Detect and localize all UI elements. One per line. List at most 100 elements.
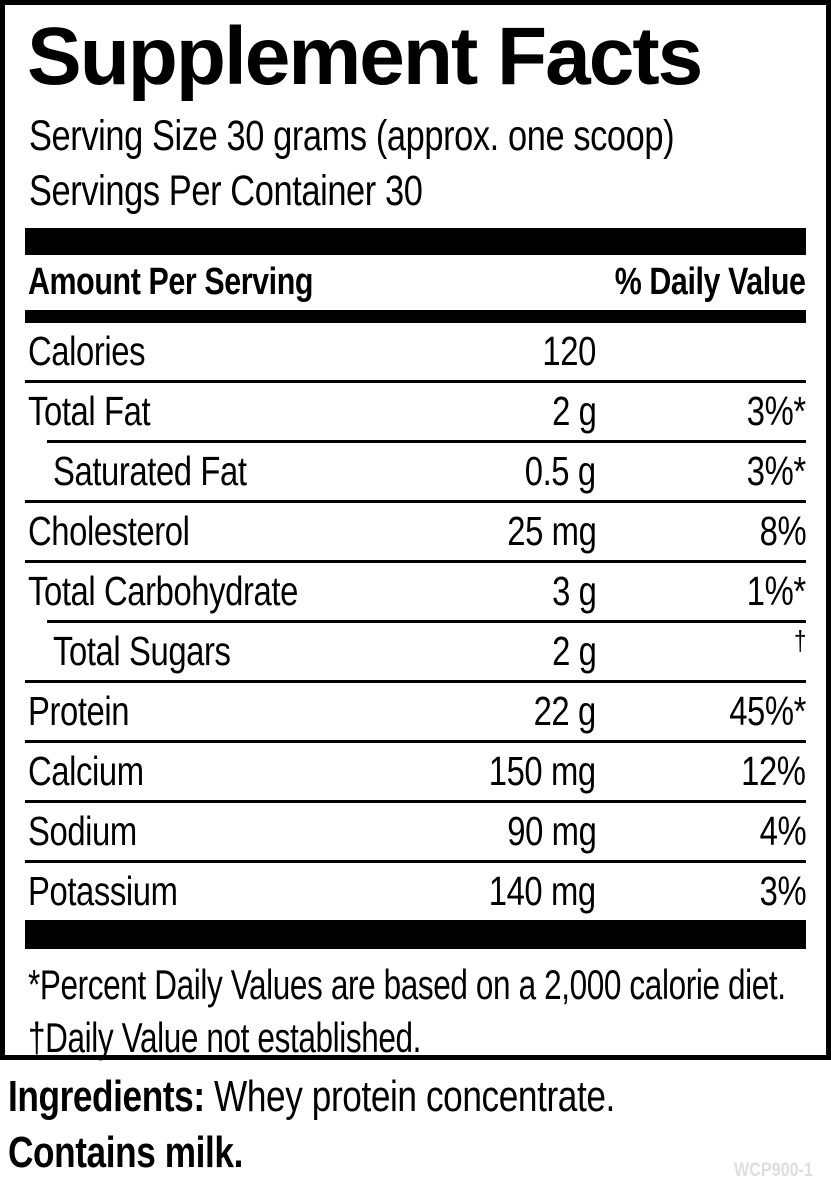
nutrient-daily-value: 3%* (732, 443, 806, 500)
nutrient-name: Calcium (25, 748, 173, 795)
nutrient-daily-value: 12% (725, 743, 807, 800)
contains-text: Contains milk. (8, 1128, 243, 1177)
nutrient-daily-value-text: 3%* (747, 448, 806, 495)
nutrient-daily-value-text: 8% (759, 508, 806, 555)
nutrient-amount-text: 2 g (551, 388, 597, 435)
nutrient-daily-value-text: 3% (759, 868, 806, 915)
table-header-row: Amount Per Serving % Daily Value (25, 255, 806, 310)
nutrient-amount-text: 2 g (551, 628, 597, 675)
nutrient-name-text: Protein (28, 688, 130, 735)
nutrient-amount: 25 mg (485, 503, 597, 560)
nutrient-amount-text: 90 mg (506, 808, 597, 855)
nutrient-name: Total Carbohydrate (25, 568, 365, 615)
servings-per-container-line: Servings Per Container 30 (25, 164, 806, 219)
nutrient-name-text: Calcium (28, 748, 144, 795)
nutrient-name-text: Cholesterol (28, 508, 190, 555)
row-divider (47, 620, 806, 624)
nutrient-name: Potassium (25, 868, 215, 915)
panel-title: Supplement Facts (27, 11, 703, 102)
nutrient-daily-value: 1%* (732, 563, 806, 620)
footnote-percent-dv: *Percent Daily Values are based on a 2,0… (28, 958, 806, 1011)
footnotes: *Percent Daily Values are based on a 2,0… (25, 958, 806, 1064)
nutrient-row: Total Carbohydrate 3 g 1%* (25, 563, 806, 620)
row-divider (25, 740, 806, 744)
nutrient-daily-value-text: 1%* (747, 568, 806, 615)
nutrient-amount-text: 120 (542, 328, 596, 375)
nutrient-row: Calcium 150 mg 12% (25, 743, 806, 800)
nutrient-name: Total Sugars (25, 628, 275, 675)
nutrient-row: Potassium 140 mg 3% (25, 863, 806, 920)
nutrient-daily-value-text: 12% (741, 748, 807, 795)
footnote-percent-dv-text: *Percent Daily Values are based on a 2,0… (28, 961, 786, 1009)
row-divider (25, 500, 806, 504)
nutrient-amount: 120 (529, 323, 596, 380)
nutrient-daily-value: 8% (748, 503, 806, 560)
row-divider (25, 800, 806, 804)
row-divider (25, 560, 806, 564)
divider-bar-header (25, 310, 806, 324)
nutrient-name: Saturated Fat (25, 448, 295, 495)
divider-bar-bottom (25, 920, 806, 950)
nutrient-amount-text: 3 g (551, 568, 597, 615)
row-divider (47, 440, 806, 444)
ingredients-line: Ingredients: Whey protein concentrate. (8, 1072, 767, 1122)
nutrient-name-text: Total Carbohydrate (28, 568, 298, 615)
nutrient-amount-text: 150 mg (488, 748, 596, 795)
nutrient-daily-value: 3% (748, 863, 806, 920)
nutrient-daily-value: † (791, 623, 806, 680)
divider-bar-top (25, 228, 806, 256)
nutrient-name: Cholesterol (25, 508, 230, 555)
nutrient-amount-text: 140 mg (488, 868, 596, 915)
nutrient-amount: 90 mg (485, 803, 597, 860)
amount-per-serving-header: Amount Per Serving (28, 261, 314, 304)
footnote-dagger-text: †Daily Value not established. (28, 1014, 422, 1062)
servings-per-container-text: Servings Per Container 30 (29, 167, 423, 216)
serving-size-text: Serving Size 30 grams (approx. one scoop… (29, 112, 675, 161)
product-code: WCP900-1 (734, 1160, 813, 1181)
supplement-facts-panel: Supplement Facts Serving Size 30 grams (… (0, 0, 831, 1061)
nutrient-row: Cholesterol 25 mg 8% (25, 503, 806, 560)
row-divider (25, 860, 806, 864)
nutrient-daily-value-text: 4% (759, 808, 806, 855)
nutrient-rows: Calories 120 Total Fat 2 g 3%* Saturated… (25, 323, 806, 920)
nutrient-row: Protein 22 g 45%* (25, 683, 806, 740)
nutrient-daily-value: 4% (748, 803, 806, 860)
nutrient-name: Calories (25, 328, 174, 375)
nutrient-name: Protein (25, 688, 154, 735)
nutrient-amount: 140 mg (462, 863, 596, 920)
nutrient-amount: 0.5 g (507, 443, 596, 500)
nutrient-amount-text: 0.5 g (525, 448, 596, 495)
nutrient-name: Total Fat (25, 388, 181, 435)
nutrient-name: Sodium (25, 808, 164, 855)
nutrient-daily-value-text: † (793, 624, 806, 656)
nutrient-row: Total Sugars 2 g † (25, 623, 806, 680)
nutrient-amount-text: 22 g (533, 688, 597, 735)
nutrient-name-text: Total Fat (28, 388, 151, 435)
row-divider (25, 680, 806, 684)
nutrient-row: Sodium 90 mg 4% (25, 803, 806, 860)
nutrient-amount: 3 g (541, 563, 597, 620)
nutrient-name-text: Calories (28, 328, 146, 375)
ingredients-label: Ingredients: (8, 1072, 205, 1121)
serving-size-line: Serving Size 30 grams (approx. one scoop… (25, 109, 806, 164)
nutrient-amount: 22 g (518, 683, 597, 740)
nutrient-name-text: Saturated Fat (53, 448, 247, 495)
nutrient-amount: 2 g (541, 383, 597, 440)
ingredients-text: Whey protein concentrate. (204, 1072, 615, 1121)
nutrient-amount-text: 25 mg (506, 508, 597, 555)
nutrient-name-text: Potassium (28, 868, 178, 915)
nutrient-daily-value: 45%* (710, 683, 806, 740)
nutrient-amount: 2 g (541, 623, 597, 680)
nutrient-daily-value-text: 3%* (747, 388, 806, 435)
nutrient-row: Saturated Fat 0.5 g 3%* (25, 443, 806, 500)
daily-value-header: % Daily Value (615, 261, 806, 304)
nutrient-row: Calories 120 (25, 323, 806, 380)
contains-line: Contains milk. (8, 1128, 302, 1178)
nutrient-name-text: Sodium (28, 808, 137, 855)
footnote-dagger: †Daily Value not established. (28, 1011, 806, 1064)
ingredients-text-wrap: Ingredients: Whey protein concentrate. (8, 1072, 615, 1122)
nutrient-name-text: Total Sugars (53, 628, 231, 675)
nutrient-row: Total Fat 2 g 3%* (25, 383, 806, 440)
row-divider (25, 380, 806, 384)
